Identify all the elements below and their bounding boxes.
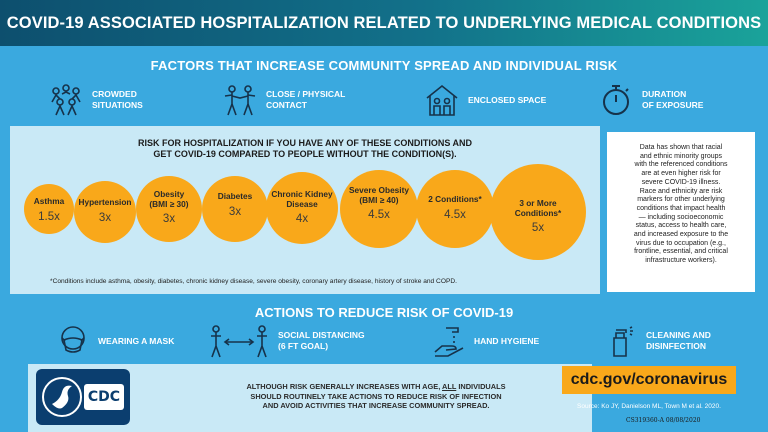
action-distancing: SOCIAL DISTANCING (6 FT GOAL): [208, 324, 365, 358]
action-label: HAND HYGIENE: [474, 335, 540, 346]
action-hand-hygiene: HAND HYGIENE: [432, 324, 539, 358]
condition-kidney-disease: Chronic Kidney Disease 4x: [266, 172, 338, 244]
condition-value: 5x: [531, 222, 545, 234]
mask-icon: [61, 326, 85, 353]
condition-value: 1.5x: [38, 210, 60, 223]
age-risk-message: ALTHOUGH RISK GENERALLY INCREASES WITH A…: [196, 382, 556, 411]
factor-crowded: CROWDED SITUATIONS: [48, 82, 143, 118]
action-label: SOCIAL DISTANCING (6 FT GOAL): [278, 330, 365, 351]
condition-name: Chronic Kidney Disease: [271, 189, 333, 209]
message-emphasis: ALL: [442, 382, 457, 391]
cdc-logo-text: CDC: [87, 389, 121, 405]
cdc-logo: CDC: [84, 384, 124, 410]
condition-diabetes: Diabetes 3x: [202, 176, 268, 242]
factor-contact: CLOSE / PHYSICAL CONTACT: [222, 82, 345, 118]
factor-label: CLOSE / PHYSICAL CONTACT: [266, 89, 346, 110]
crowd-icon: [51, 84, 81, 116]
action-mask: WEARING A MASK: [56, 324, 174, 358]
condition-hypertension: Hypertension 3x: [74, 181, 136, 243]
condition-severe-obesity: Severe Obesity (BMI ≥ 40) 4.5x: [340, 170, 418, 248]
action-cleaning: CLEANING AND DISINFECTION: [604, 324, 711, 358]
action-label: WEARING A MASK: [98, 335, 175, 346]
spray-bottle-icon: [613, 326, 633, 357]
contact-icon: [224, 85, 256, 116]
header-banner: COVID-19 ASSOCIATED HOSPITALIZATION RELA…: [0, 0, 768, 46]
logo-block: CDC: [36, 369, 130, 425]
message-start: ALTHOUGH RISK GENERALLY INCREASES WITH A…: [246, 382, 443, 391]
actions-title: ACTIONS TO REDUCE RISK OF COVID-19: [254, 305, 514, 320]
factor-label: CROWDED SITUATIONS: [92, 89, 143, 110]
condition-value: 4x: [295, 213, 309, 225]
condition-value: 3x: [98, 211, 112, 224]
condition-name: Severe Obesity (BMI ≥ 40): [349, 185, 409, 205]
conditions-footnote: *Conditions include asthma, obesity, dia…: [50, 278, 457, 285]
factor-label: DURATION OF EXPOSURE: [642, 89, 704, 110]
condition-asthma: Asthma 1.5x: [24, 184, 74, 234]
risk-panel: RISK FOR HOSPITALIZATION IF YOU HAVE ANY…: [10, 126, 600, 294]
action-label: CLEANING AND DISINFECTION: [646, 330, 711, 351]
page-title: COVID-19 ASSOCIATED HOSPITALIZATION RELA…: [6, 13, 762, 32]
stopwatch-icon: [603, 85, 629, 115]
condition-value: 3x: [162, 213, 176, 225]
condition-name: 2 Conditions*: [428, 194, 482, 204]
condition-two-conditions: 2 Conditions* 4.5x: [416, 170, 494, 248]
condition-value: 4.5x: [368, 209, 390, 221]
condition-name: 3 or More Conditions*: [514, 198, 562, 218]
document-code: CS319360-A 08/08/2020: [626, 417, 701, 424]
condition-name: Hypertension: [78, 197, 132, 207]
factors-title: FACTORS THAT INCREASE COMMUNITY SPREAD A…: [150, 58, 618, 73]
distancing-icon: [211, 325, 267, 358]
hhs-seal-icon: [42, 377, 82, 417]
house-icon: [426, 84, 458, 116]
condition-value: 3x: [228, 205, 242, 218]
factor-enclosed: ENCLOSED SPACE: [424, 82, 546, 118]
condition-name: Diabetes: [217, 191, 253, 201]
condition-obesity: Obesity (BMI ≥ 30) 3x: [136, 176, 202, 242]
message-end: INDIVIDUALS SHOULD ROUTINELY TAKE ACTION…: [250, 382, 506, 410]
condition-name: Asthma: [33, 196, 65, 206]
hand-wash-icon: [434, 327, 464, 357]
disparities-note: Data has shown that racial and ethnic mi…: [607, 132, 755, 292]
factors-section: FACTORS THAT INCREASE COMMUNITY SPREAD A…: [0, 46, 768, 126]
condition-value: 4.5x: [444, 208, 466, 221]
condition-three-plus: 3 or More Conditions* 5x: [490, 164, 586, 260]
factor-label: ENCLOSED SPACE: [468, 94, 547, 105]
condition-name: Obesity (BMI ≥ 30): [149, 189, 189, 209]
cdc-url-link[interactable]: cdc.gov/coronavirus: [562, 366, 736, 394]
risk-heading: RISK FOR HOSPITALIZATION IF YOU HAVE ANY…: [137, 138, 472, 159]
factor-duration: DURATION OF EXPOSURE: [598, 82, 703, 118]
source-citation: Source: Ko JY, Danielson ML, Town M et a…: [577, 403, 721, 410]
